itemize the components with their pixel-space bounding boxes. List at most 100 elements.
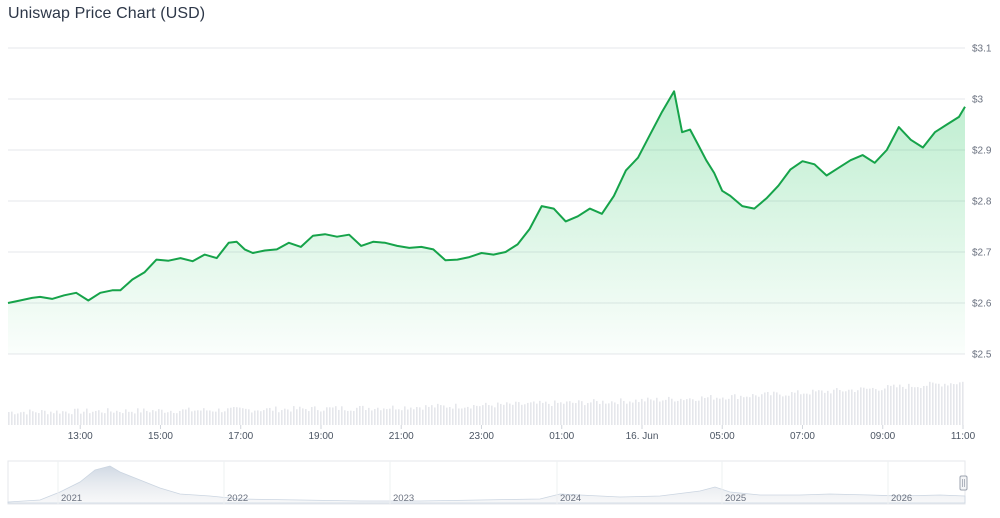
volume-bar	[173, 412, 175, 425]
volume-bar	[368, 407, 370, 425]
volume-bar	[431, 405, 433, 425]
volume-bar	[467, 406, 469, 425]
volume-bar	[176, 413, 178, 425]
volume-bar	[137, 408, 139, 425]
volume-bar	[755, 395, 757, 425]
volume-bar	[242, 408, 244, 425]
volume-bar	[716, 397, 718, 425]
volume-bar	[671, 398, 673, 425]
volume-bar	[359, 405, 361, 425]
volume-bar	[932, 382, 934, 425]
volume-bar	[551, 405, 553, 425]
volume-bar	[344, 410, 346, 425]
volume-bar	[287, 409, 289, 425]
volume-bar	[698, 400, 700, 425]
volume-bar	[557, 402, 559, 425]
volume-bar	[524, 404, 526, 425]
x-tick-label: 09:00	[870, 431, 895, 442]
volume-bar	[569, 401, 571, 425]
volume-bar	[47, 414, 49, 425]
volume-bar	[29, 409, 31, 425]
volume-bar	[59, 413, 61, 425]
volume-bar	[116, 410, 118, 425]
volume-bar	[764, 392, 766, 425]
y-tick-label: $2.8	[972, 197, 992, 208]
volume-bar	[758, 396, 760, 425]
volume-bar	[611, 401, 613, 425]
volume-bar	[506, 402, 508, 425]
volume-bar	[347, 410, 349, 425]
volume-bar	[104, 413, 106, 425]
volume-bar	[197, 410, 199, 425]
volume-bar	[518, 402, 520, 425]
volume-bar	[614, 402, 616, 425]
x-tick-label: 01:00	[549, 431, 574, 442]
volume-bar	[872, 387, 874, 425]
volume-bar	[857, 390, 859, 425]
volume-bar	[851, 389, 853, 425]
navigator-series	[7, 465, 966, 504]
volume-bar	[881, 390, 883, 425]
volume-bar	[461, 408, 463, 425]
volume-bar	[599, 403, 601, 425]
x-tick-label: 17:00	[228, 431, 253, 442]
volume-bar	[203, 408, 205, 425]
volume-bar	[536, 403, 538, 425]
volume-bar	[89, 413, 91, 425]
volume-bar	[398, 409, 400, 425]
price-area	[8, 91, 965, 355]
volume-bar	[419, 407, 421, 425]
volume-bar	[899, 384, 901, 425]
volume-bar	[962, 381, 964, 425]
volume-bar	[140, 412, 142, 425]
volume-bar	[308, 411, 310, 425]
volume-bar	[917, 387, 919, 425]
volume-bar	[380, 410, 382, 425]
volume-bar	[470, 408, 472, 425]
volume-bar	[158, 409, 160, 425]
volume-bar	[296, 409, 298, 425]
volume-bar	[476, 405, 478, 425]
volume-bar	[911, 386, 913, 425]
volume-bar	[878, 390, 880, 425]
volume-bar	[491, 405, 493, 425]
volume-bar	[746, 396, 748, 425]
range-navigator[interactable]: 2021 2022 2023 2024 2025 2026	[7, 460, 968, 505]
volume-bar	[656, 397, 658, 425]
volume-bar	[824, 392, 826, 425]
volume-bar	[704, 397, 706, 425]
volume-bar	[275, 406, 277, 425]
volume-bar	[278, 412, 280, 425]
volume-bar	[92, 411, 94, 425]
volume-bar	[245, 408, 247, 425]
volume-bar	[425, 405, 427, 425]
volume-bar	[248, 409, 250, 425]
volume-bar	[788, 395, 790, 425]
volume-bar	[947, 385, 949, 425]
volume-bar	[191, 411, 193, 425]
volume-bar	[11, 411, 13, 425]
price-line[interactable]	[7, 90, 966, 304]
volume-bar	[836, 388, 838, 425]
volume-bar	[941, 386, 943, 425]
volume-bar	[905, 388, 907, 425]
volume-bar	[56, 410, 58, 425]
volume-bar	[596, 401, 598, 425]
volume-bar	[155, 411, 157, 425]
volume-bar	[683, 400, 685, 425]
volume-bar	[542, 402, 544, 425]
volume-bar	[818, 390, 820, 425]
navigator-year-label: 2024	[560, 493, 581, 504]
volume-bar	[80, 413, 82, 425]
volume-bar	[212, 411, 214, 425]
volume-bar	[740, 395, 742, 425]
volume-bar	[77, 408, 79, 425]
navigator-handle[interactable]	[959, 475, 968, 491]
volume-bar	[125, 409, 127, 425]
volume-bar	[806, 393, 808, 425]
volume-bar	[845, 391, 847, 425]
volume-bar	[482, 405, 484, 425]
volume-bar	[35, 412, 37, 425]
volume-bar	[449, 407, 451, 425]
